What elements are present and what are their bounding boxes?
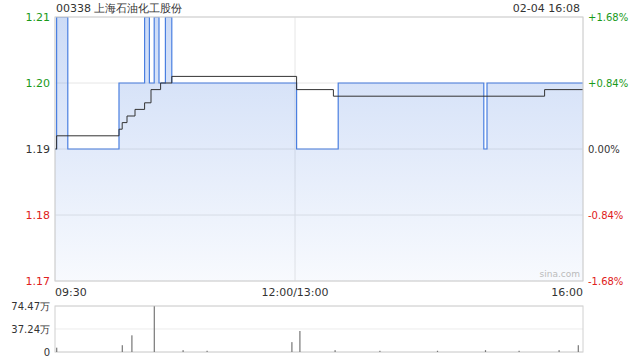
volume-bar xyxy=(335,350,336,352)
y2-tick-label: 0.00% xyxy=(588,144,620,155)
volume-bar xyxy=(122,345,123,352)
volume-bar xyxy=(183,350,184,352)
price-area xyxy=(55,17,583,281)
x-tick-label: 16:00 xyxy=(551,286,583,299)
volume-bar xyxy=(519,351,520,352)
y-tick-label: 1.18 xyxy=(26,209,51,222)
volume-bar xyxy=(56,348,57,352)
volume-bar xyxy=(559,350,560,352)
y-tick-label: 1.19 xyxy=(26,143,51,156)
x-tick-label: 12:00/13:00 xyxy=(261,286,328,299)
average-line xyxy=(55,76,583,149)
plot-frame xyxy=(55,17,583,281)
chart: 00338 上海石油化工股份 02-04 16:08 1.17 1.18 1.19 1.2… xyxy=(0,0,640,360)
grid-line xyxy=(55,328,583,329)
y-tick-label: 1.21 xyxy=(26,11,51,24)
volume-bar xyxy=(207,351,208,352)
y-tick-label: 37.24万 xyxy=(11,324,50,335)
volume-bar xyxy=(131,335,132,352)
title: 00338 上海石油化工股份 xyxy=(56,2,183,15)
volume-bar xyxy=(379,351,380,352)
volume-bar xyxy=(291,342,292,352)
y2-tick-label: -1.68% xyxy=(588,276,623,287)
y2-tick-label: -0.84% xyxy=(588,210,623,221)
plot-frame xyxy=(55,306,583,352)
volume-bar xyxy=(437,351,438,352)
y-tick-label: 74.47万 xyxy=(11,301,50,312)
volume-bar xyxy=(578,345,579,352)
y-tick-label: 1.20 xyxy=(26,77,51,90)
plot-area xyxy=(55,17,583,281)
watermark: sina.com xyxy=(540,269,581,279)
y2-tick-label: +1.68% xyxy=(588,12,628,23)
volume-bar xyxy=(485,350,486,352)
price-line xyxy=(55,17,583,149)
volume-bar xyxy=(154,306,155,352)
volume-bar xyxy=(299,331,300,352)
y-tick-label: 0 xyxy=(44,347,50,358)
volume-area xyxy=(56,306,579,352)
x-tick-label: 09:30 xyxy=(55,286,87,299)
y-tick-label: 1.17 xyxy=(26,275,51,288)
subtitle: 02-04 16:08 xyxy=(513,2,580,15)
y2-tick-label: +0.84% xyxy=(588,78,628,89)
